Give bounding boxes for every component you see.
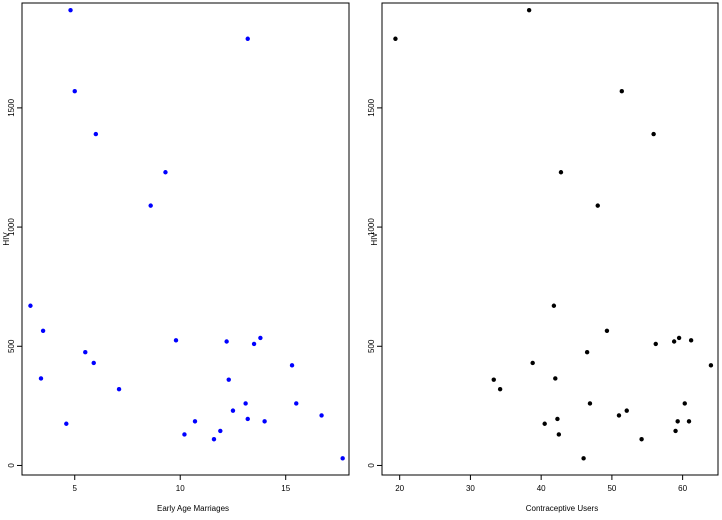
y-tick-label: 1500 <box>367 98 376 116</box>
data-point <box>624 408 629 413</box>
data-point <box>289 363 295 368</box>
data-point <box>587 401 593 406</box>
data-point <box>163 170 168 175</box>
data-point <box>673 428 678 434</box>
data-point <box>671 339 677 344</box>
data-point <box>581 456 586 461</box>
y-tick-label: 500 <box>367 339 376 353</box>
data-point <box>93 131 99 137</box>
y-axis-right: 0 500 1000 1500 <box>367 98 383 468</box>
data-point <box>686 419 692 424</box>
x-axis-label-right: Contraceptive Users <box>526 504 598 513</box>
y-tick-label: 0 <box>7 463 16 468</box>
data-point <box>148 203 153 208</box>
data-point <box>218 428 223 434</box>
x-tick-label: 15 <box>281 484 290 493</box>
x-axis-left: 5 10 15 <box>73 474 291 493</box>
data-point <box>182 432 187 437</box>
plot-frame-left <box>21 2 350 476</box>
x-tick-label: 5 <box>73 484 78 493</box>
data-point <box>639 437 644 442</box>
data-point <box>530 360 535 366</box>
data-point <box>230 408 236 413</box>
data-point <box>551 303 557 308</box>
y-tick-label: 0 <box>367 463 376 468</box>
data-point <box>262 419 267 424</box>
data-point <box>682 401 687 406</box>
data-point <box>676 335 682 341</box>
data-point <box>40 328 46 333</box>
x-tick-label: 60 <box>678 484 687 493</box>
data-point <box>226 377 231 382</box>
data-point <box>319 413 324 418</box>
data-point <box>491 377 496 382</box>
data-point <box>556 432 562 437</box>
data-point <box>245 36 250 41</box>
x-tick-label: 30 <box>466 484 475 493</box>
data-point <box>675 419 680 424</box>
data-point <box>173 338 179 343</box>
y-tick-label: 1000 <box>367 218 376 236</box>
data-point <box>595 203 600 208</box>
data-point <box>708 363 714 368</box>
data-point <box>251 341 257 347</box>
data-point <box>619 89 624 94</box>
data-point <box>542 421 547 426</box>
data-point <box>91 360 96 366</box>
data-point <box>68 7 73 13</box>
data-point <box>340 456 345 461</box>
y-axis-label-left: HIV <box>2 232 11 246</box>
data-point <box>116 386 122 392</box>
x-tick-label: 10 <box>176 484 185 493</box>
data-point <box>688 338 694 343</box>
data-point <box>224 339 229 344</box>
data-point <box>553 376 558 381</box>
data-point <box>72 89 77 94</box>
data-point <box>653 341 658 347</box>
data-point <box>258 335 263 341</box>
data-point <box>393 36 398 41</box>
panel-early-age-marriages: 5 10 15 0 500 1000 1500 Early Age Marriages H… <box>2 2 350 513</box>
data-point <box>497 386 503 392</box>
data-point <box>245 416 250 422</box>
data-point <box>28 303 33 308</box>
data-point <box>604 328 610 333</box>
y-tick-label: 1500 <box>7 98 16 116</box>
data-point <box>38 376 44 381</box>
data-point <box>192 419 198 424</box>
data-point <box>294 401 299 406</box>
data-point <box>651 131 656 137</box>
panel-contraceptive-users: 20 30 40 50 60 0 500 1000 1500 Contraceptive Us… <box>367 2 719 513</box>
y-tick-label: 500 <box>7 339 16 353</box>
y-axis-label-right: HIV <box>370 232 379 246</box>
plot-frame-right <box>381 2 719 476</box>
data-point <box>83 350 88 355</box>
x-axis-right: 20 30 40 50 60 <box>395 474 688 493</box>
x-axis-label-left: Early Age Marriages <box>157 504 229 513</box>
data-point <box>555 416 560 422</box>
data-point <box>616 413 622 418</box>
y-tick-label: 1000 <box>7 218 16 236</box>
data-point <box>64 421 69 426</box>
x-tick-label: 40 <box>537 484 546 493</box>
data-point <box>584 350 590 355</box>
y-axis-left: 0 500 1000 1500 <box>7 98 23 468</box>
data-point <box>243 401 248 406</box>
data-point <box>526 7 532 13</box>
x-tick-label: 20 <box>395 484 404 493</box>
data-point <box>211 437 217 442</box>
points-left <box>28 7 345 461</box>
x-tick-label: 50 <box>607 484 616 493</box>
points-right <box>393 7 714 461</box>
data-point <box>558 170 564 175</box>
